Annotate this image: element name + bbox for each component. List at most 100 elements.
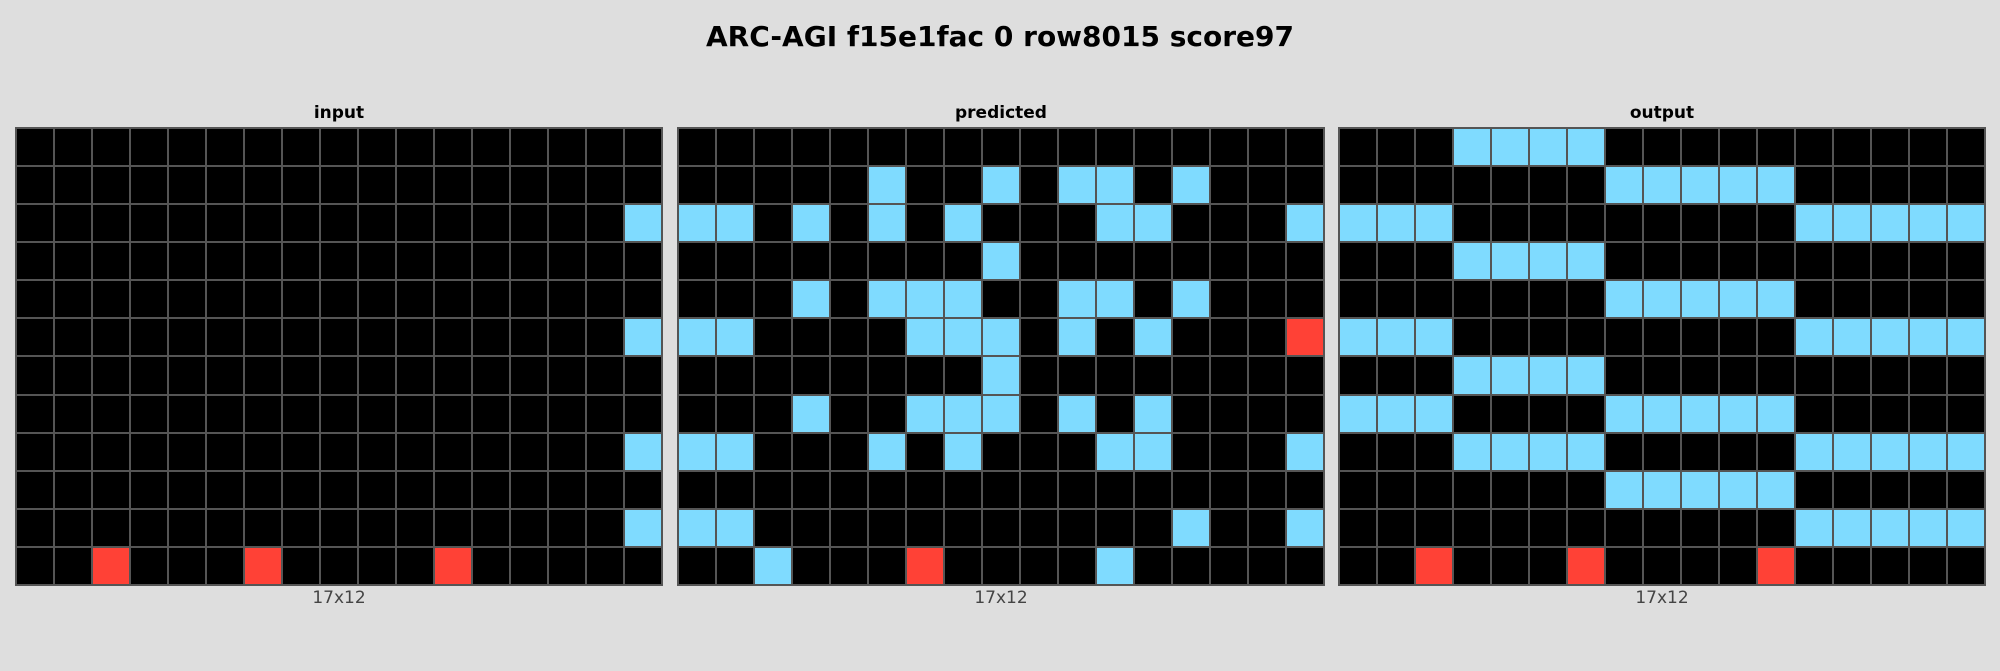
grid-cell — [792, 128, 830, 167]
grid-cell — [1377, 432, 1415, 471]
grid-cell — [1947, 356, 1985, 395]
grid-cell — [792, 242, 830, 281]
grid-cell — [792, 204, 830, 243]
grid-cell — [1286, 318, 1324, 357]
grid-cell — [1605, 204, 1643, 243]
grid-cell — [1377, 204, 1415, 243]
grid-cell — [320, 242, 358, 281]
grid-cell — [206, 432, 244, 471]
grid-cell — [1643, 394, 1681, 433]
grid-cell — [982, 432, 1020, 471]
grid-cell — [1491, 128, 1529, 167]
grid-cell — [1210, 508, 1248, 547]
grid-cell — [548, 128, 586, 167]
grid-cell — [868, 318, 906, 357]
grid-cell — [434, 432, 472, 471]
grid-cell — [1096, 242, 1134, 281]
grid-cell — [1909, 204, 1947, 243]
grid-cell — [1096, 280, 1134, 319]
grid-cell — [320, 318, 358, 357]
grid-cell — [1643, 128, 1681, 167]
grid-cell — [1909, 318, 1947, 357]
grid-cell — [1339, 546, 1377, 585]
grid-cell — [1172, 508, 1210, 547]
grid-cell — [1172, 128, 1210, 167]
grid-cell — [358, 394, 396, 433]
grid-cell — [716, 166, 754, 205]
grid-cell — [320, 280, 358, 319]
grid-cell — [830, 280, 868, 319]
grid-cell — [792, 394, 830, 433]
grid-cell — [1757, 166, 1795, 205]
grid-cell — [1567, 432, 1605, 471]
grid-cell — [1058, 166, 1096, 205]
grid-cell — [1248, 394, 1286, 433]
grid-cell — [1491, 242, 1529, 281]
grid-cell — [92, 318, 130, 357]
grid-cell — [1134, 204, 1172, 243]
grid-cell — [678, 318, 716, 357]
grid-cell — [678, 470, 716, 509]
grid-cell — [830, 166, 868, 205]
grid-cell — [1567, 394, 1605, 433]
grid-cell — [1757, 470, 1795, 509]
grid-cell — [982, 508, 1020, 547]
grid-cell — [1681, 470, 1719, 509]
grid-cell — [1134, 546, 1172, 585]
grid-cell — [586, 394, 624, 433]
grid-cell — [754, 318, 792, 357]
grid-cell — [1643, 356, 1681, 395]
grid-cell — [1453, 470, 1491, 509]
grid-cell — [1947, 128, 1985, 167]
grid-cell — [1643, 166, 1681, 205]
grid-cell — [168, 356, 206, 395]
grid-cell — [716, 356, 754, 395]
grid-cell — [206, 318, 244, 357]
grid-cell — [130, 432, 168, 471]
grid-cell — [678, 204, 716, 243]
grid-cell — [1567, 470, 1605, 509]
grid-cell — [244, 470, 282, 509]
grid-cell — [548, 204, 586, 243]
grid-cell — [472, 128, 510, 167]
grid-cell — [1795, 470, 1833, 509]
grid-cell — [944, 128, 982, 167]
grid-cell — [1643, 242, 1681, 281]
grid-cell — [792, 166, 830, 205]
grid-cell — [1833, 394, 1871, 433]
grid-cell — [130, 280, 168, 319]
grid-cell — [1909, 356, 1947, 395]
grid-cell — [320, 432, 358, 471]
grid-cell — [624, 128, 662, 167]
grid-cell — [830, 128, 868, 167]
grid-dimensions: 17x12 — [312, 588, 366, 608]
grid-cell — [1795, 394, 1833, 433]
grid-cell — [130, 204, 168, 243]
grid-cell — [1833, 546, 1871, 585]
grid-cell — [678, 546, 716, 585]
grid-cell — [1172, 432, 1210, 471]
grid-cell — [548, 508, 586, 547]
grid-cell — [830, 242, 868, 281]
grid-cell — [320, 356, 358, 395]
grid-cell — [244, 508, 282, 547]
grid-cell — [1415, 432, 1453, 471]
grid-cell — [982, 356, 1020, 395]
grid-cell — [1529, 394, 1567, 433]
grid-cell — [1248, 280, 1286, 319]
grid-cell — [792, 318, 830, 357]
grid-cell — [92, 128, 130, 167]
grid-cell — [434, 470, 472, 509]
grid-cell — [1491, 204, 1529, 243]
grid-cell — [1415, 280, 1453, 319]
grid-cell — [1947, 166, 1985, 205]
grid-cell — [168, 470, 206, 509]
grid-cell — [54, 432, 92, 471]
grid-cell — [1248, 128, 1286, 167]
grid-cell — [1567, 280, 1605, 319]
grid-cell — [1415, 242, 1453, 281]
grid-cell — [1681, 280, 1719, 319]
grid-cell — [1210, 432, 1248, 471]
grid-cell — [1567, 166, 1605, 205]
grid-cell — [1286, 356, 1324, 395]
